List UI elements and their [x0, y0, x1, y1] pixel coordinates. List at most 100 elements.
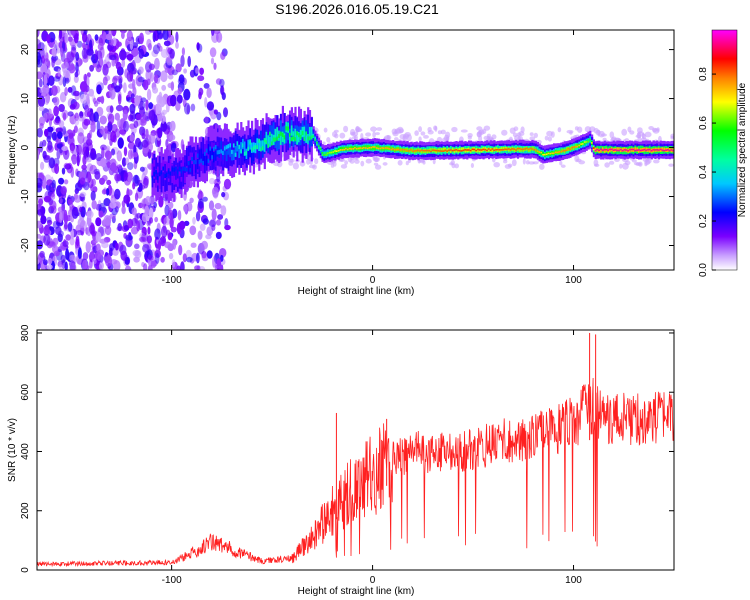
noise-blob [117, 118, 121, 128]
noise-blob [58, 177, 65, 185]
noise-blob [103, 215, 112, 226]
noise-blob [189, 197, 194, 203]
noise-blob [37, 71, 43, 80]
ridge-segment [281, 132, 284, 137]
noise-blob [107, 113, 115, 125]
noise-blob [58, 104, 65, 112]
noise-blob [165, 56, 172, 63]
ridge-segment [645, 149, 648, 152]
ridge-segment [647, 148, 650, 151]
noise-blob [123, 194, 131, 204]
noise-blob [434, 125, 438, 132]
ridge-segment [229, 146, 232, 157]
ridge-segment [187, 161, 190, 166]
ridge-segment [194, 160, 198, 165]
ridge-segment [368, 147, 371, 149]
noise-blob [65, 234, 72, 241]
noise-blob [162, 30, 169, 41]
ridge-segment [222, 150, 225, 155]
noise-blob [146, 88, 152, 101]
ridge-segment [402, 148, 406, 153]
ridge-segment [251, 144, 254, 164]
noise-blob [216, 219, 221, 226]
noise-blob [637, 127, 643, 134]
noise-blob [58, 120, 65, 128]
noise-blob [493, 162, 501, 168]
ridge-segment [377, 147, 380, 150]
noise-blob [104, 254, 113, 267]
noise-blob [196, 252, 200, 264]
ridge-segment [549, 152, 552, 155]
noise-blob [58, 264, 64, 270]
ridge-segment [314, 139, 317, 141]
ridge-segment [270, 133, 274, 145]
noise-blob [126, 30, 133, 42]
noise-blob [105, 188, 110, 196]
ridge-segment [218, 149, 221, 154]
ridge-segment [585, 141, 588, 143]
ridge-segment [185, 167, 189, 172]
ridge-segment [618, 147, 621, 152]
ridge-segment [509, 148, 512, 151]
noise-blob [194, 265, 200, 270]
noise-blob [137, 76, 145, 83]
noise-blob [37, 233, 42, 239]
noise-blob [152, 86, 159, 94]
ridge-segment [632, 148, 635, 151]
noise-blob [75, 51, 80, 61]
noise-blob [525, 160, 530, 165]
ridge-segment [214, 150, 217, 161]
noise-blob [183, 88, 191, 101]
y-tick-label: 0 [20, 144, 31, 150]
noise-blob [198, 91, 202, 100]
noise-blob [48, 75, 55, 86]
ridge-segment [220, 141, 223, 152]
ridge-segment [225, 150, 228, 162]
noise-blob [43, 233, 51, 246]
ridge-segment [583, 141, 586, 146]
noise-blob [106, 44, 114, 51]
ridge-segment [209, 150, 212, 161]
x-tick-label: 0 [370, 575, 376, 586]
ridge-segment [601, 147, 605, 152]
noise-blob [101, 189, 107, 195]
y-tick-label: 400 [20, 443, 31, 460]
ridge-segment [502, 148, 505, 151]
noise-blob [547, 136, 553, 142]
noise-blob [59, 211, 63, 224]
noise-blob [440, 129, 446, 135]
noise-blob [638, 161, 643, 167]
noise-blob [157, 240, 161, 251]
noise-blob [73, 75, 79, 83]
x-tick-label: -100 [162, 575, 182, 586]
noise-blob [180, 55, 185, 67]
ridge-segment [321, 152, 324, 154]
noise-blob [87, 132, 91, 140]
noise-blob [189, 225, 197, 236]
noise-blob [99, 177, 105, 185]
ridge-segment [232, 143, 236, 148]
ridge-segment [341, 146, 344, 151]
ridge-segment [272, 137, 275, 142]
ridge-segment [511, 148, 514, 150]
ridge-segment [158, 172, 161, 177]
ridge-segment [361, 147, 364, 150]
ridge-segment [648, 148, 652, 151]
ridge-segment [504, 148, 507, 151]
noise-blob [146, 38, 152, 49]
ridge-segment [567, 147, 570, 150]
ridge-segment [486, 149, 489, 152]
noise-blob [64, 222, 68, 230]
noise-blob [197, 193, 202, 200]
ridge-segment [354, 147, 357, 149]
noise-blob [98, 261, 104, 270]
ridge-segment [449, 148, 453, 153]
noise-blob [55, 127, 63, 133]
noise-blob [129, 67, 138, 75]
ridge-segment [308, 126, 312, 138]
noise-blob [81, 48, 88, 59]
ridge-segment [609, 148, 612, 151]
noise-blob [183, 204, 188, 213]
ridge-segment [327, 152, 330, 155]
ridge-segment [151, 175, 154, 186]
